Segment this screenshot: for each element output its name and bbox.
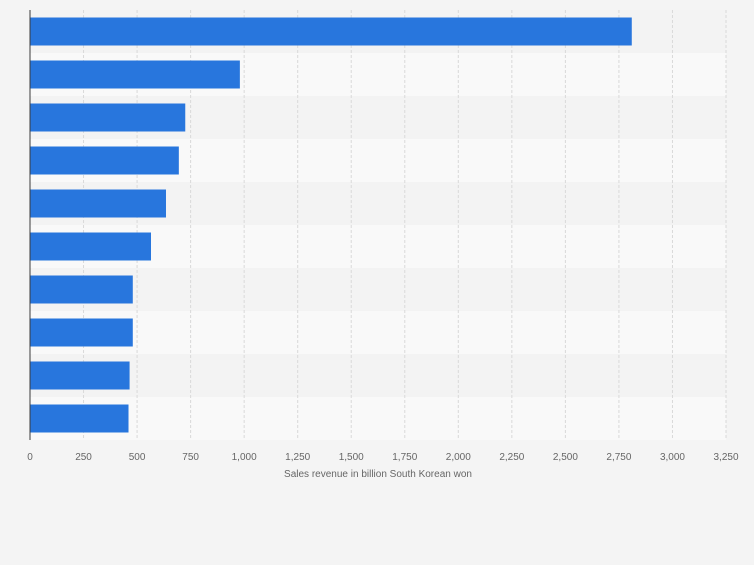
x-tick-label: 1,250 (285, 452, 310, 463)
x-axis-label: Sales revenue in billion South Korean wo… (284, 469, 472, 480)
bar (30, 404, 129, 433)
row-band (30, 311, 726, 354)
bar (30, 232, 151, 261)
x-tick-label: 1,750 (392, 452, 417, 463)
x-tick-label: 750 (182, 452, 199, 463)
x-tick-label: 2,000 (446, 452, 471, 463)
row-band (30, 268, 726, 311)
x-tick-label: 1,000 (232, 452, 257, 463)
x-tick-label: 2,750 (606, 452, 631, 463)
bar (30, 146, 179, 175)
bar (30, 361, 130, 390)
bar (30, 60, 240, 89)
bar (30, 103, 186, 132)
bar (30, 17, 632, 46)
bar (30, 189, 166, 218)
x-tick-label: 2,250 (499, 452, 524, 463)
x-tick-label: 500 (129, 452, 146, 463)
bars (30, 17, 632, 433)
x-tick-label: 1,500 (339, 452, 364, 463)
row-band (30, 354, 726, 397)
x-tick-label: 3,250 (713, 452, 738, 463)
x-tick-label: 250 (75, 452, 92, 463)
bar (30, 275, 133, 304)
x-tick-label: 3,000 (660, 452, 685, 463)
bar (30, 318, 133, 347)
x-tick-labels: 0 250 500 750 1,000 1,250 1,500 1,750 2,000 2,250… (27, 452, 739, 463)
x-tick-label: 2,500 (553, 452, 578, 463)
x-tick-label: 0 (27, 452, 33, 463)
row-band (30, 397, 726, 440)
